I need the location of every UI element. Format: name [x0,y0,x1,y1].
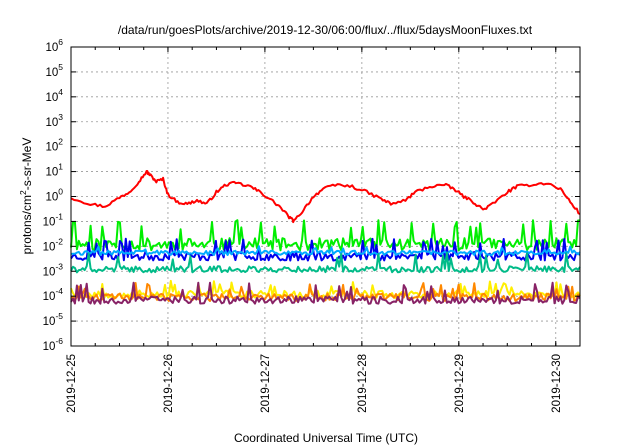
x-tick-label: 2019-12-26 [163,354,175,413]
series-line [70,251,581,274]
y-tick-label: 10-4 [43,286,64,303]
y-tick-label: 10-3 [43,261,64,278]
chart-title: /data/run/goesPlots/archive/2019-12-30/0… [118,23,533,37]
x-axis: 2019-12-25 2019-12-26 2019-12-27 2019-12-28… [66,47,581,413]
y-axis: 10-6 10-5 10-4 10-3 10-2 10-1 100 101 102 103 104 1… [43,37,580,353]
y-tick-label: 102 [45,137,63,154]
y-tick-label: 10-1 [43,211,64,228]
y-tick-label: 10-6 [43,336,64,353]
x-tick-label: 2019-12-29 [454,354,466,413]
series-group [70,170,581,305]
y-tick-label: 101 [45,162,63,179]
series-line [70,245,581,256]
y-tick-label: 106 [45,37,63,54]
series-line [70,237,581,262]
y-axis-label: protons/cm2-s-sr-MeV [18,138,34,255]
x-axis-label: Coordinated Universal Time (UTC) [234,431,418,445]
series-line [70,281,581,305]
x-tick-label: 2019-12-28 [357,354,369,413]
y-tick-label: 104 [45,87,63,104]
x-tick-label: 2019-12-27 [260,354,272,413]
y-tick-label: 103 [45,112,63,129]
x-tick-label: 2019-12-30 [551,354,563,413]
y-tick-label: 10-5 [43,311,64,328]
y-tick-label: 100 [45,187,63,204]
x-tick-label: 2019-12-25 [66,354,78,413]
series-line [70,219,580,252]
series-line [70,170,581,224]
y-tick-label: 105 [45,62,63,79]
y-tick-label: 10-2 [43,236,64,253]
